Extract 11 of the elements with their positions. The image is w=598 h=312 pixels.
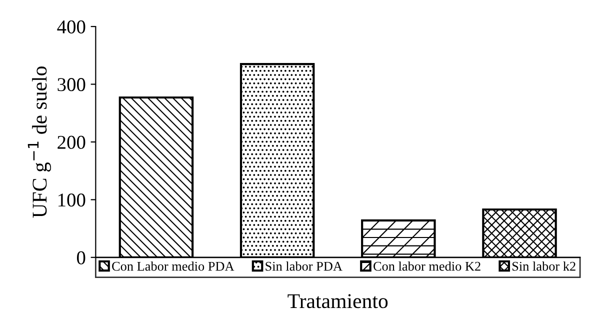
- y-tick-label: 400: [57, 20, 86, 34]
- legend-label: Sin labor k2: [512, 261, 576, 271]
- y-tick-label: 300: [58, 78, 86, 92]
- y-tick-label: 100: [58, 193, 86, 207]
- legend-label: Sin labor PDA: [266, 261, 342, 271]
- legend-label: Con labor medio K2: [374, 261, 480, 271]
- y-tick-label: 0: [76, 251, 86, 264]
- y-axis-title: UFC g$^{−1}$ de suelo: [28, 66, 52, 218]
- x-axis-title: Tratamiento: [288, 294, 388, 308]
- legend-label: Con Labor medio PDA: [112, 261, 234, 271]
- y-tick-label: 200: [58, 136, 86, 149]
